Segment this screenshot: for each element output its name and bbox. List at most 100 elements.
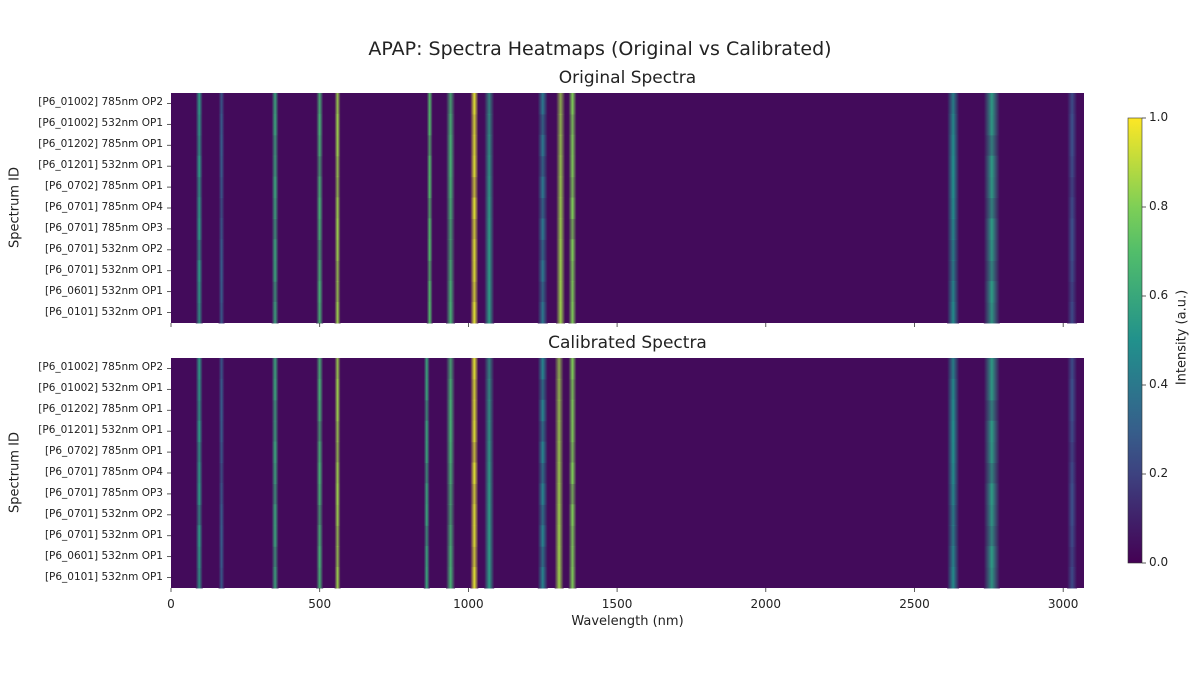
heatmap-band bbox=[537, 567, 548, 589]
heatmap-band bbox=[537, 218, 548, 240]
y-tick-label: [P6_01002] 785nm OP2 bbox=[38, 361, 163, 374]
heatmap-band bbox=[426, 281, 433, 303]
heatmap-band bbox=[195, 420, 203, 443]
heatmap-band bbox=[947, 504, 960, 526]
heatmap-band bbox=[195, 239, 203, 261]
heatmap-band bbox=[271, 260, 279, 282]
heatmap-band bbox=[271, 420, 279, 443]
heatmap-band bbox=[470, 483, 479, 505]
heatmap-band bbox=[423, 420, 430, 443]
heatmap-band bbox=[271, 155, 279, 178]
heatmap-band bbox=[947, 483, 960, 505]
x-axis-label: Wavelength (nm) bbox=[571, 614, 684, 629]
heatmap-band bbox=[423, 483, 430, 505]
x-tick-label: 500 bbox=[308, 597, 332, 611]
heatmap-band bbox=[271, 358, 279, 380]
heatmap-band bbox=[947, 567, 960, 589]
heatmap-band bbox=[195, 504, 203, 526]
heatmap-band bbox=[446, 113, 456, 136]
heatmap-band bbox=[983, 420, 1000, 443]
heatmap-band bbox=[556, 176, 566, 199]
heatmap-band bbox=[1067, 462, 1078, 484]
heatmap-band bbox=[1067, 302, 1078, 324]
heatmap-band bbox=[568, 113, 577, 136]
heatmap-band bbox=[1067, 378, 1078, 401]
heatmap-band bbox=[218, 441, 225, 464]
heatmap-band bbox=[554, 358, 564, 380]
heatmap-band bbox=[983, 281, 1000, 303]
heatmap-band bbox=[556, 197, 566, 219]
heatmap-band bbox=[316, 260, 324, 282]
heatmap-band bbox=[1067, 525, 1078, 547]
heatmap-band bbox=[334, 420, 341, 443]
heatmap-band bbox=[218, 420, 225, 443]
heatmap-band bbox=[195, 260, 203, 282]
heatmap-band bbox=[334, 218, 341, 240]
heatmap-band bbox=[195, 462, 203, 484]
heatmap-band bbox=[947, 420, 960, 443]
heatmap-band bbox=[568, 218, 577, 240]
heatmap-band bbox=[271, 197, 279, 219]
y-tick-label: [P6_01201] 532nm OP1 bbox=[38, 159, 163, 172]
heatmap-band bbox=[426, 239, 433, 261]
y-tick-label: [P6_01202] 785nm OP1 bbox=[38, 403, 163, 416]
heatmap-band bbox=[537, 399, 548, 422]
heatmap-band bbox=[271, 302, 279, 324]
heatmap-band bbox=[426, 155, 433, 178]
heatmap-band bbox=[554, 441, 564, 464]
heatmap-band bbox=[271, 93, 279, 115]
heatmap-band bbox=[484, 378, 495, 401]
heatmap-band bbox=[334, 462, 341, 484]
heatmap-band bbox=[947, 176, 960, 199]
colorbar-tick-label: 0.2 bbox=[1149, 466, 1169, 480]
heatmap-band bbox=[446, 441, 456, 464]
heatmap-band bbox=[316, 134, 324, 157]
heatmap-band bbox=[195, 358, 203, 380]
heatmap-band bbox=[484, 483, 495, 505]
heatmap-band bbox=[537, 281, 548, 303]
heatmap-band bbox=[983, 378, 1000, 401]
x-tick-label: 2000 bbox=[750, 597, 782, 611]
heatmap-band bbox=[195, 134, 203, 157]
heatmap-band bbox=[537, 134, 548, 157]
heatmap-band bbox=[271, 113, 279, 136]
heatmap-band bbox=[568, 504, 577, 526]
heatmap-band bbox=[271, 281, 279, 303]
heatmap-band bbox=[947, 93, 960, 115]
heatmap-band bbox=[983, 113, 1000, 136]
heatmap-band bbox=[195, 546, 203, 568]
heatmap-band bbox=[484, 462, 495, 484]
heatmap-band bbox=[554, 420, 564, 443]
heatmap-band bbox=[537, 197, 548, 219]
heatmap-panel-1 bbox=[171, 358, 1084, 588]
heatmap-band bbox=[218, 155, 225, 178]
heatmap-band bbox=[983, 525, 1000, 547]
heatmap-band bbox=[446, 239, 456, 261]
heatmap-band bbox=[470, 302, 479, 324]
heatmap-band bbox=[484, 218, 495, 240]
y-tick-label: [P6_0701] 532nm OP2 bbox=[44, 242, 163, 255]
heatmap-band bbox=[426, 176, 433, 199]
heatmap-band bbox=[218, 197, 225, 219]
heatmap-band bbox=[1067, 441, 1078, 464]
heatmap-band bbox=[423, 525, 430, 547]
heatmap-band bbox=[568, 483, 577, 505]
heatmap-band bbox=[537, 378, 548, 401]
heatmap-band bbox=[218, 378, 225, 401]
heatmap-band bbox=[1067, 113, 1078, 136]
heatmap-band bbox=[218, 113, 225, 136]
heatmap-band bbox=[195, 218, 203, 240]
heatmap-band bbox=[947, 546, 960, 568]
heatmap-band bbox=[568, 420, 577, 443]
heatmap-band bbox=[554, 567, 564, 589]
heatmap-band bbox=[218, 281, 225, 303]
heatmap-band bbox=[484, 134, 495, 157]
heatmap-band bbox=[947, 113, 960, 136]
heatmap-band bbox=[568, 567, 577, 589]
heatmap-band bbox=[470, 155, 479, 178]
heatmap-band bbox=[484, 281, 495, 303]
heatmap-band bbox=[470, 281, 479, 303]
colorbar-tick-label: 0.4 bbox=[1149, 377, 1169, 391]
heatmap-band bbox=[554, 546, 564, 568]
